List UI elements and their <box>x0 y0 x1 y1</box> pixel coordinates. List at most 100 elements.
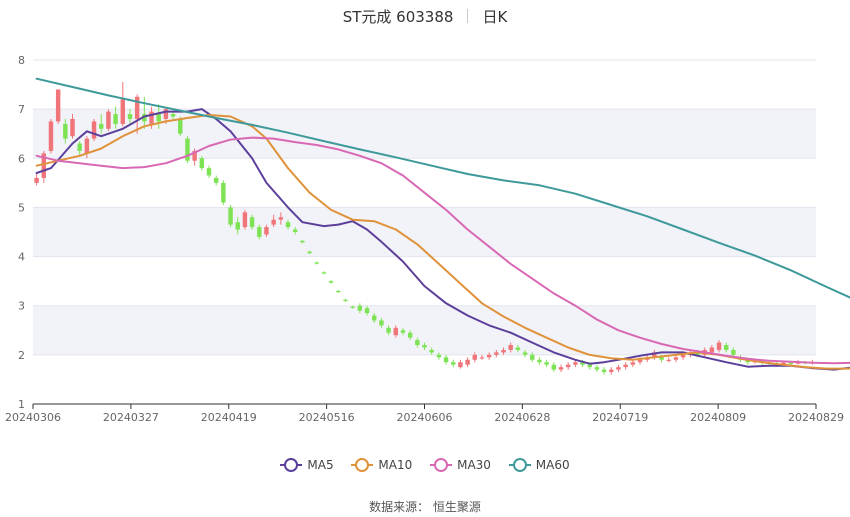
candle <box>350 306 355 308</box>
x-tick-label: 20240628 <box>494 411 550 424</box>
y-tick-label: 5 <box>18 201 25 214</box>
chart-title: ST元成 603388 日K <box>0 6 850 27</box>
grid-band <box>33 207 816 257</box>
series-line-ma10 <box>35 114 850 370</box>
candle <box>99 123 104 129</box>
title-separator <box>467 9 469 23</box>
candle <box>228 207 233 225</box>
candle <box>731 349 736 355</box>
candle <box>113 114 118 124</box>
candle <box>77 143 82 151</box>
candle <box>120 99 126 124</box>
chart-title-text: ST元成 603388 <box>342 8 454 26</box>
candle <box>494 352 499 355</box>
candle <box>451 362 456 365</box>
candle <box>134 96 140 119</box>
candle <box>465 359 470 365</box>
candle <box>34 177 39 183</box>
x-tick-label: 20240516 <box>299 411 355 424</box>
x-tick-label: 20240719 <box>592 411 648 424</box>
candle <box>422 345 427 348</box>
candle <box>594 367 600 370</box>
series-line-ma30 <box>35 136 850 365</box>
candle <box>142 114 147 122</box>
candle <box>307 251 312 254</box>
candle <box>371 315 377 321</box>
candle <box>623 364 628 368</box>
candle <box>508 345 513 350</box>
y-tick-label: 7 <box>18 103 25 116</box>
candle <box>652 352 657 358</box>
legend-marker-ma10 <box>351 458 374 472</box>
candle <box>170 114 176 117</box>
candle <box>127 114 133 119</box>
candle <box>357 305 363 311</box>
y-tick-label: 2 <box>18 349 25 362</box>
candle <box>343 299 348 302</box>
legend-item-ma5[interactable]: MA5 <box>280 458 334 472</box>
x-tick-label: 20240419 <box>201 411 257 424</box>
candle <box>106 111 111 129</box>
candle <box>379 320 384 326</box>
legend-item-ma10[interactable]: MA10 <box>351 458 412 472</box>
candle <box>723 345 729 350</box>
legend-marker-ma5 <box>280 458 303 472</box>
legend-item-ma30[interactable]: MA30 <box>430 458 491 472</box>
candle <box>70 118 75 137</box>
candle <box>745 359 750 363</box>
candle <box>551 364 557 370</box>
candle <box>192 150 197 161</box>
candle <box>415 340 420 346</box>
x-tick-label: 20240606 <box>397 411 453 424</box>
candle <box>429 349 434 353</box>
legend-marker-ma30 <box>430 458 453 472</box>
candle <box>213 177 219 183</box>
candle <box>63 123 68 139</box>
candle <box>709 347 715 353</box>
legend-label-ma60: MA60 <box>535 458 570 472</box>
candle <box>336 290 341 293</box>
candle <box>400 330 406 333</box>
candle <box>407 332 413 338</box>
candle <box>206 168 212 176</box>
candle <box>364 308 370 314</box>
candle <box>292 229 298 232</box>
candle <box>321 272 327 274</box>
candle <box>716 342 722 350</box>
candle <box>235 222 240 230</box>
candle <box>91 121 97 139</box>
candle <box>544 362 549 365</box>
candle <box>565 364 571 368</box>
candle <box>695 352 700 355</box>
candle <box>515 347 521 350</box>
candle <box>314 262 319 264</box>
candle <box>601 369 607 373</box>
candle <box>436 354 442 358</box>
candle <box>616 367 621 370</box>
grid-band <box>33 109 816 159</box>
legend-label-ma10: MA10 <box>378 458 413 472</box>
candle <box>156 114 161 122</box>
candle <box>386 327 391 333</box>
x-tick-label: 20240829 <box>788 411 844 424</box>
candle <box>637 359 643 363</box>
candle <box>178 118 183 134</box>
candle <box>249 217 255 228</box>
data-source: 数据来源： 恒生聚源 <box>369 500 481 514</box>
candle <box>558 367 564 370</box>
legend-item-ma60[interactable]: MA60 <box>508 458 570 472</box>
candle <box>573 362 578 365</box>
candle <box>666 359 671 361</box>
period-label: 日K <box>482 8 508 26</box>
candle <box>788 362 794 364</box>
legend: MA5 MA10 MA30 MA60 <box>0 458 850 474</box>
legend-label-ma5: MA5 <box>307 458 334 472</box>
candle <box>149 111 154 124</box>
candle <box>163 109 169 119</box>
candle <box>587 364 592 368</box>
candle <box>680 354 686 358</box>
candle <box>472 354 478 360</box>
candle <box>271 219 276 225</box>
candle <box>328 281 334 283</box>
